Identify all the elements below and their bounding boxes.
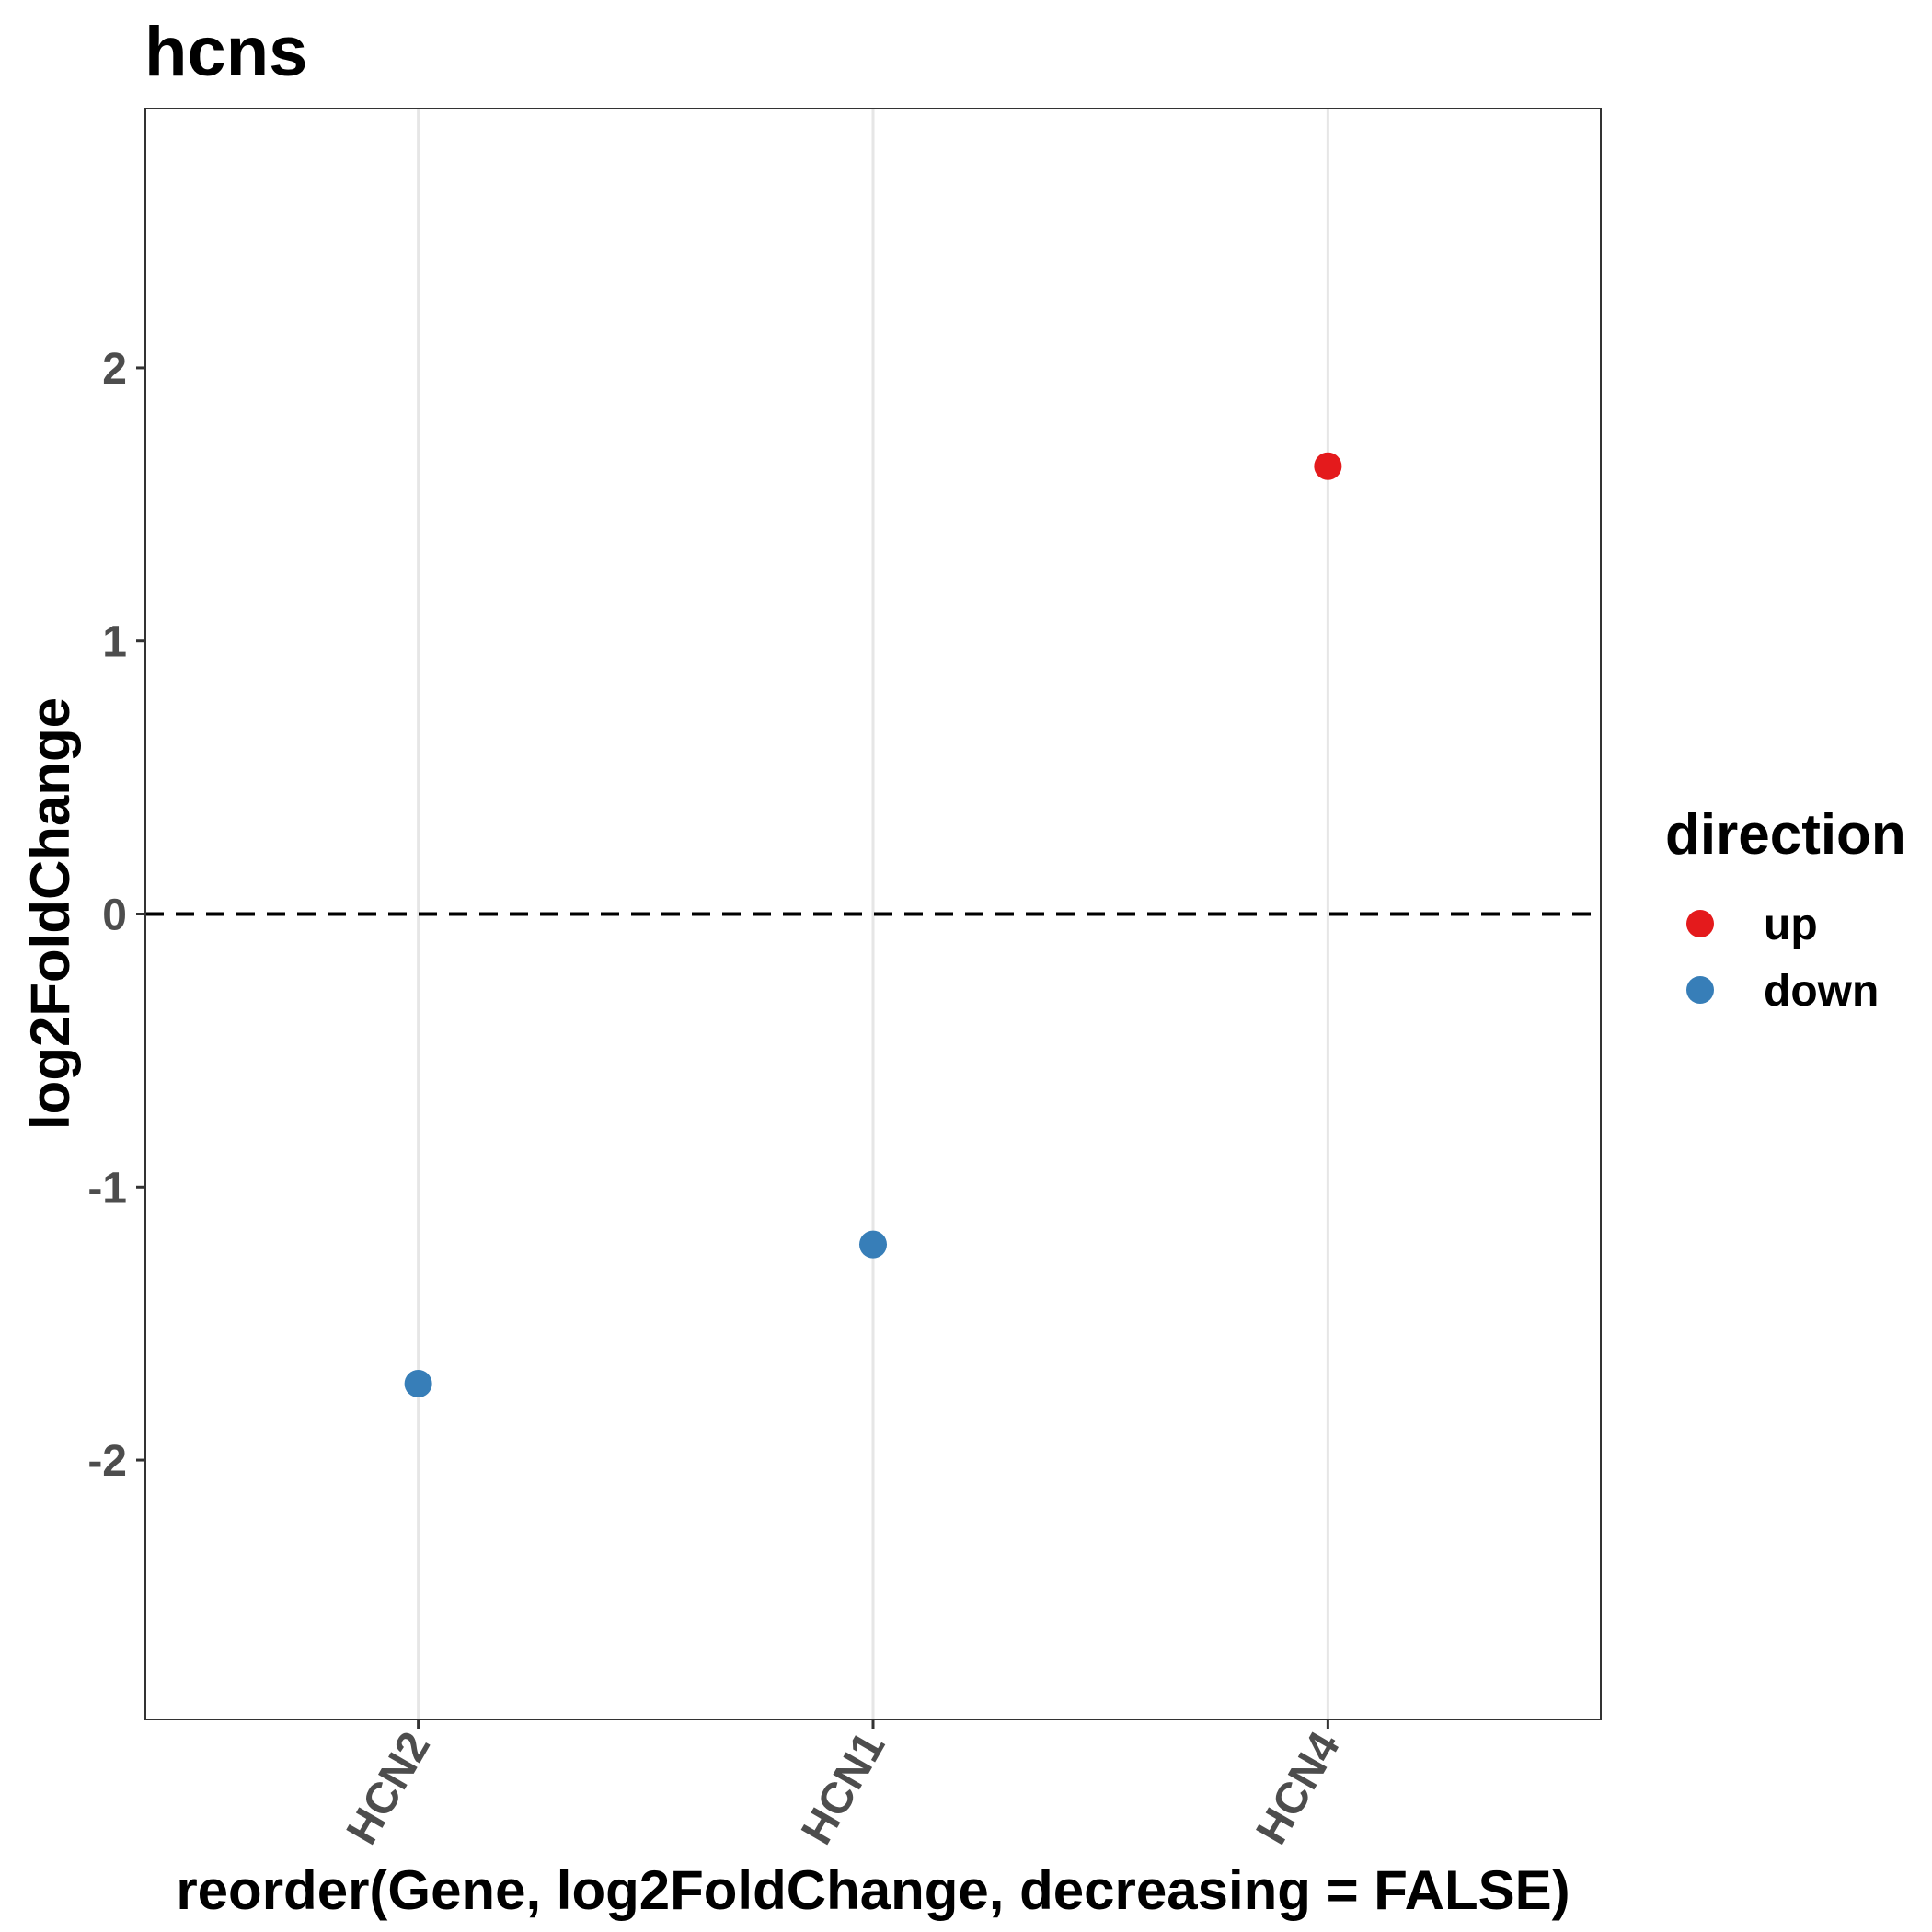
legend-key-up <box>1686 910 1714 937</box>
y-axis-title: log2FoldChange <box>19 697 81 1130</box>
y-axis: -2 -1 0 1 2 <box>87 345 145 1486</box>
legend-title: direction <box>1665 803 1906 867</box>
point-hcn4 <box>1314 452 1342 480</box>
point-hcn1 <box>859 1230 887 1259</box>
x-tick-label: HCN1 <box>792 1724 894 1853</box>
x-tick-label: HCN4 <box>1248 1724 1350 1853</box>
data-points <box>404 452 1342 1397</box>
point-hcn2 <box>404 1369 432 1397</box>
legend-key-down <box>1686 976 1714 1004</box>
plot-panel <box>144 108 1602 1720</box>
y-tick-label: 0 <box>102 891 127 940</box>
legend: direction up down <box>1665 803 1906 1016</box>
x-axis-title: reorder(Gene, log2FoldChange, decreasing… <box>176 1859 1570 1921</box>
legend-label-up: up <box>1764 901 1818 949</box>
legend-label-down: down <box>1764 967 1879 1016</box>
y-tick-label: 2 <box>102 345 127 394</box>
x-tick-label: HCN2 <box>338 1724 440 1853</box>
y-tick-label: 1 <box>102 618 127 667</box>
y-tick-label: -2 <box>87 1437 127 1486</box>
vertical-gridlines <box>417 109 1329 1719</box>
x-axis: HCN2 HCN1 HCN4 <box>338 1719 1350 1853</box>
legend-items: up down <box>1686 901 1879 1016</box>
y-tick-label: -1 <box>87 1164 127 1213</box>
chart-title: hcns <box>144 13 307 91</box>
